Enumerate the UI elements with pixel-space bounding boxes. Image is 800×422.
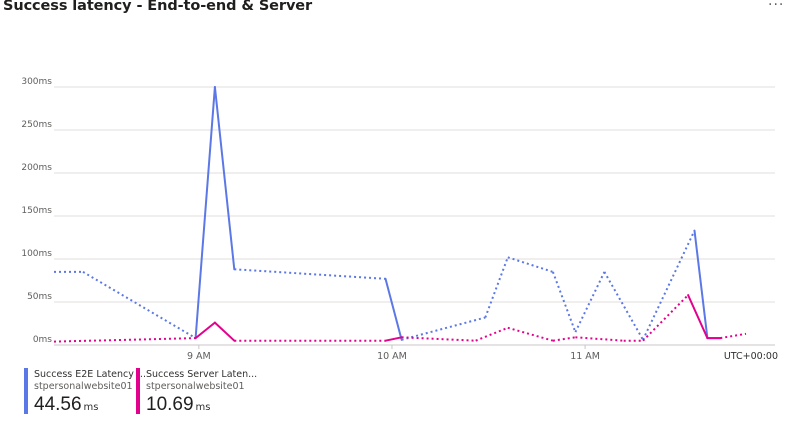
series-server-segment — [384, 336, 403, 342]
series-e2e-segment — [213, 86, 236, 271]
series-server-segment — [687, 294, 709, 340]
series-server-segment — [475, 326, 509, 342]
y-tick-label: 200ms — [21, 163, 52, 173]
series-e2e-segment — [194, 86, 216, 340]
legend-resource-name: stpersonalwebsite01 — [34, 381, 133, 392]
series-e2e-segment — [234, 268, 386, 280]
legend-summary-unit: ms — [83, 402, 99, 413]
series-server-segment — [552, 336, 576, 342]
legend-swatch-server — [136, 368, 140, 414]
series-e2e-segment — [603, 271, 644, 341]
series-e2e-segment — [82, 271, 197, 339]
series-e2e-segment — [574, 271, 606, 333]
series-e2e-segment — [551, 271, 577, 333]
x-tick-label: 11 AM — [570, 351, 600, 362]
x-tick-label: 9 AM — [187, 351, 211, 362]
timezone-label: UTC+00:00 — [724, 351, 778, 362]
y-tick-label: 300ms — [21, 77, 52, 87]
legend-series-name: Success E2E Latency ... — [34, 369, 146, 380]
series-server-segment — [720, 332, 747, 340]
legend-summary-unit: ms — [195, 402, 211, 413]
series-server-segment — [53, 337, 196, 343]
legend-series-name: Success Server Laten... — [146, 369, 258, 380]
series-server-segment — [507, 326, 554, 342]
y-tick-label: 50ms — [27, 292, 52, 302]
x-tick-label: 10 AM — [377, 351, 407, 362]
chart-title: Success latency - End-to-end & Server — [3, 0, 313, 14]
series-server-segment — [213, 321, 236, 342]
legend-resource-name: stpersonalwebsite01 — [146, 381, 245, 392]
series-server-segment — [401, 336, 476, 342]
series-server-segment — [575, 336, 624, 342]
legend-summary-value: 44.56 — [34, 394, 82, 415]
more-ellipsis-icon[interactable]: ··· — [768, 0, 785, 13]
y-tick-label: 250ms — [21, 120, 52, 130]
y-tick-label: 100ms — [21, 249, 52, 259]
series-server-segment — [642, 294, 689, 342]
series-server-segment — [194, 321, 216, 340]
y-tick-label: 0ms — [33, 335, 52, 345]
series-e2e-segment — [401, 316, 486, 341]
series-e2e-segment — [642, 230, 696, 341]
y-tick-label: 150ms — [21, 206, 52, 216]
series-e2e-segment — [384, 277, 403, 341]
legend-swatch-e2e — [24, 368, 28, 414]
series-e2e-segment — [693, 229, 709, 340]
legend-summary-value: 10.69 — [146, 394, 194, 415]
series-e2e-segment — [484, 256, 509, 318]
